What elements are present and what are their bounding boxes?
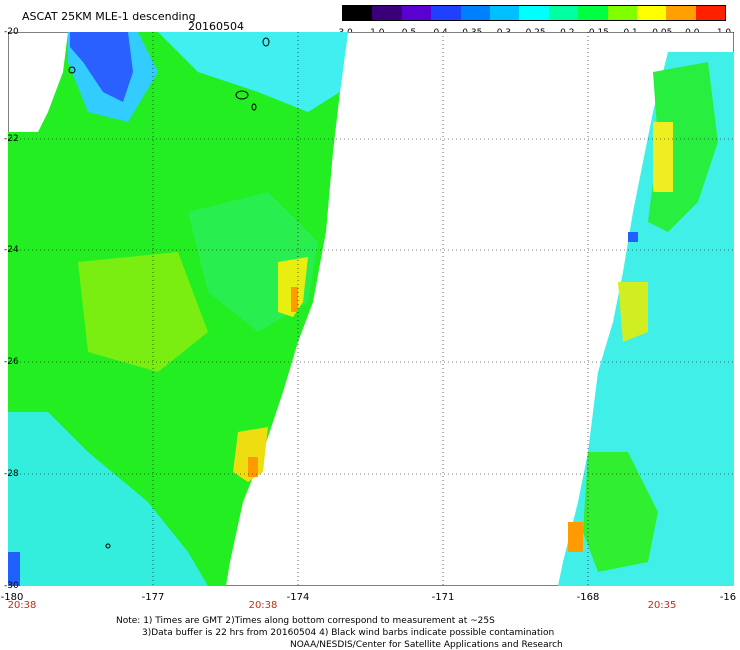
right-swath <box>558 52 734 586</box>
colorbar-swatch <box>343 6 373 20</box>
grid-lines <box>8 32 734 586</box>
x-tick: -180 <box>0 592 24 603</box>
colorbar-swatch <box>519 6 549 20</box>
y-tick: -30 <box>4 581 19 591</box>
y-tick: -20 <box>4 27 19 37</box>
x-tick: -177 <box>141 592 165 603</box>
y-tick: -24 <box>4 245 19 255</box>
y-tick: -22 <box>4 134 19 144</box>
x-tick: -174 <box>286 592 310 603</box>
time-label: 20:35 <box>647 600 677 611</box>
colorbar-swatch <box>460 6 490 20</box>
colorbar-swatch <box>666 6 696 20</box>
colorbar-swatch <box>548 6 579 20</box>
x-tick: -171 <box>431 592 455 603</box>
time-label: 20:38 <box>7 600 37 611</box>
note-line-1: Note: 1) Times are GMT 2)Times along bot… <box>116 616 495 626</box>
note-line-2: 3)Data buffer is 22 hrs from 20160504 4)… <box>142 628 555 638</box>
x-tick: -16 <box>719 592 737 603</box>
y-tick: -28 <box>4 469 19 479</box>
islands <box>68 37 270 549</box>
colorbar-swatch <box>431 6 461 20</box>
map-plot <box>8 32 734 586</box>
colorbar-swatch <box>372 6 402 20</box>
colorbar <box>342 5 726 21</box>
colorbar-swatch <box>489 6 520 20</box>
colorbar-swatch <box>401 6 432 20</box>
colorbar-swatch <box>607 6 637 20</box>
map-title: ASCAT 25KM MLE-1 descending <box>22 10 196 23</box>
time-label: 20:38 <box>248 600 278 611</box>
colorbar-swatch <box>578 6 608 20</box>
y-tick: -26 <box>4 357 19 367</box>
colorbar-swatch <box>695 6 726 20</box>
colorbar-swatch <box>636 6 667 20</box>
x-tick: -168 <box>576 592 600 603</box>
left-swath <box>8 32 348 586</box>
map-date: 20160504 <box>188 20 244 33</box>
note-line-3: NOAA/NESDIS/Center for Satellite Applica… <box>290 640 563 650</box>
